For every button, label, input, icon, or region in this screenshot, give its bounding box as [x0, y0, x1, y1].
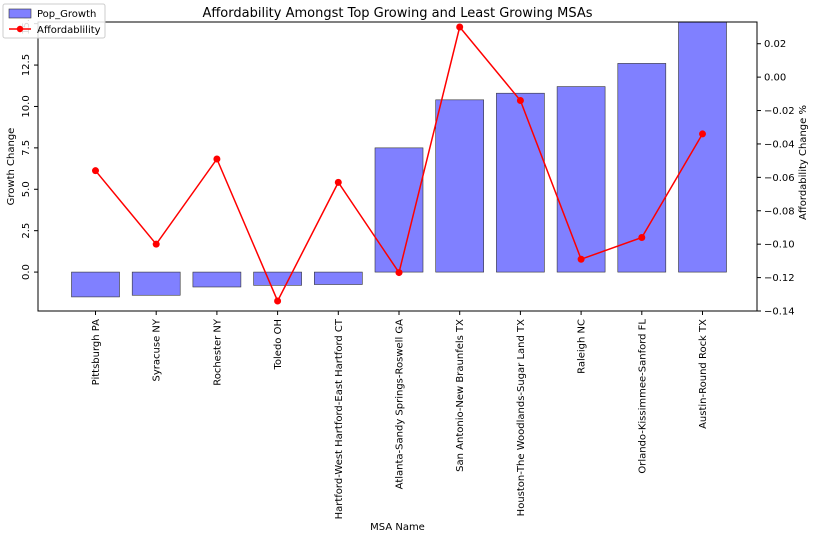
legend-label-affordability: Affordablility	[37, 25, 101, 36]
legend-swatch-affordability-marker	[16, 25, 24, 33]
legend: Pop_Growth Affordablility	[2, 3, 106, 39]
bar-3	[253, 271, 302, 286]
y-left-tick-label-0: 0.0	[21, 264, 32, 280]
y-axis-left-label: Growth Change	[6, 128, 17, 206]
affordability-point-2	[213, 155, 221, 163]
x-axis-label: MSA Name	[370, 522, 425, 533]
x-tick-label-8: Raleigh NC	[577, 319, 588, 374]
y-right-tick-label-2: −0.02	[764, 106, 795, 117]
affordability-point-10	[699, 130, 706, 138]
y-right-tick-label-4: −0.06	[764, 173, 795, 184]
x-tick-label-1: Syracuse NY	[152, 318, 163, 381]
bar-8	[556, 86, 606, 273]
y-left-tick-label-3: 7.5	[21, 140, 32, 156]
plot-area	[71, 21, 727, 305]
x-tick-label-5: Atlanta-Sandy Springs-Roswell GA	[395, 319, 406, 489]
y-right-tick-label-7: −0.12	[764, 273, 795, 284]
y-right-tick-label-5: −0.08	[764, 206, 795, 217]
affordability-point-3	[274, 297, 282, 305]
bar-2	[192, 271, 242, 288]
affordability-point-9	[638, 233, 646, 241]
y-left-tick-label-4: 10.0	[21, 95, 32, 117]
x-tick-label-0: Pittsburgh PA	[91, 319, 102, 386]
x-tick-label-10: Austin-Round Rock TX	[698, 319, 709, 429]
x-tick-label-6: San Antonio-New Braunfels TX	[455, 319, 466, 472]
bar-5	[374, 147, 424, 273]
y-right-tick-label-8: −0.14	[764, 307, 795, 318]
legend-label-pop-growth: Pop_Growth	[37, 9, 96, 20]
x-tick-label-4: Hartford-West Hartford-East Hartford CT	[334, 318, 345, 519]
y-axis-right-label: Affordability Change %	[798, 105, 809, 220]
x-tick-label-2: Rochester NY	[212, 318, 223, 386]
chart-title: Affordability Amongst Top Growing and Le…	[202, 6, 592, 21]
y-right-tick-label-0: 0.02	[764, 39, 786, 50]
affordability-point-0	[92, 167, 99, 175]
y-left-tick-label-1: 2.5	[21, 223, 32, 239]
plot-frame	[37, 21, 758, 312]
axes: 0.02.55.07.510.012.515.00.020.00−0.02−0.…	[21, 13, 795, 520]
affordability-point-5	[395, 269, 403, 277]
bar-10	[678, 21, 727, 273]
y-right-tick-label-6: −0.10	[764, 240, 795, 251]
x-tick-label-9: Orlando-Kissimmee-Sanford FL	[637, 319, 648, 474]
bar-7	[496, 92, 545, 273]
y-right-tick-label-1: 0.00	[764, 73, 786, 84]
bar-4	[313, 271, 363, 285]
bar-1	[131, 271, 181, 296]
x-tick-label-7: Houston-The Woodlands-Sugar Land TX	[516, 319, 527, 516]
bar-6	[435, 99, 485, 273]
bar-0	[71, 271, 120, 298]
affordability-point-1	[152, 240, 160, 248]
affordability-point-4	[334, 178, 342, 186]
y-left-tick-label-2: 5.0	[21, 181, 32, 197]
affordability-point-7	[516, 97, 524, 105]
x-tick-label-3: Toledo OH	[273, 319, 284, 371]
legend-swatch-pop-growth	[8, 8, 32, 19]
affordability-point-8	[577, 255, 585, 263]
y-right-tick-label-3: −0.04	[764, 139, 795, 150]
y-left-tick-label-5: 12.5	[21, 54, 32, 76]
affordability-point-6	[456, 23, 464, 31]
